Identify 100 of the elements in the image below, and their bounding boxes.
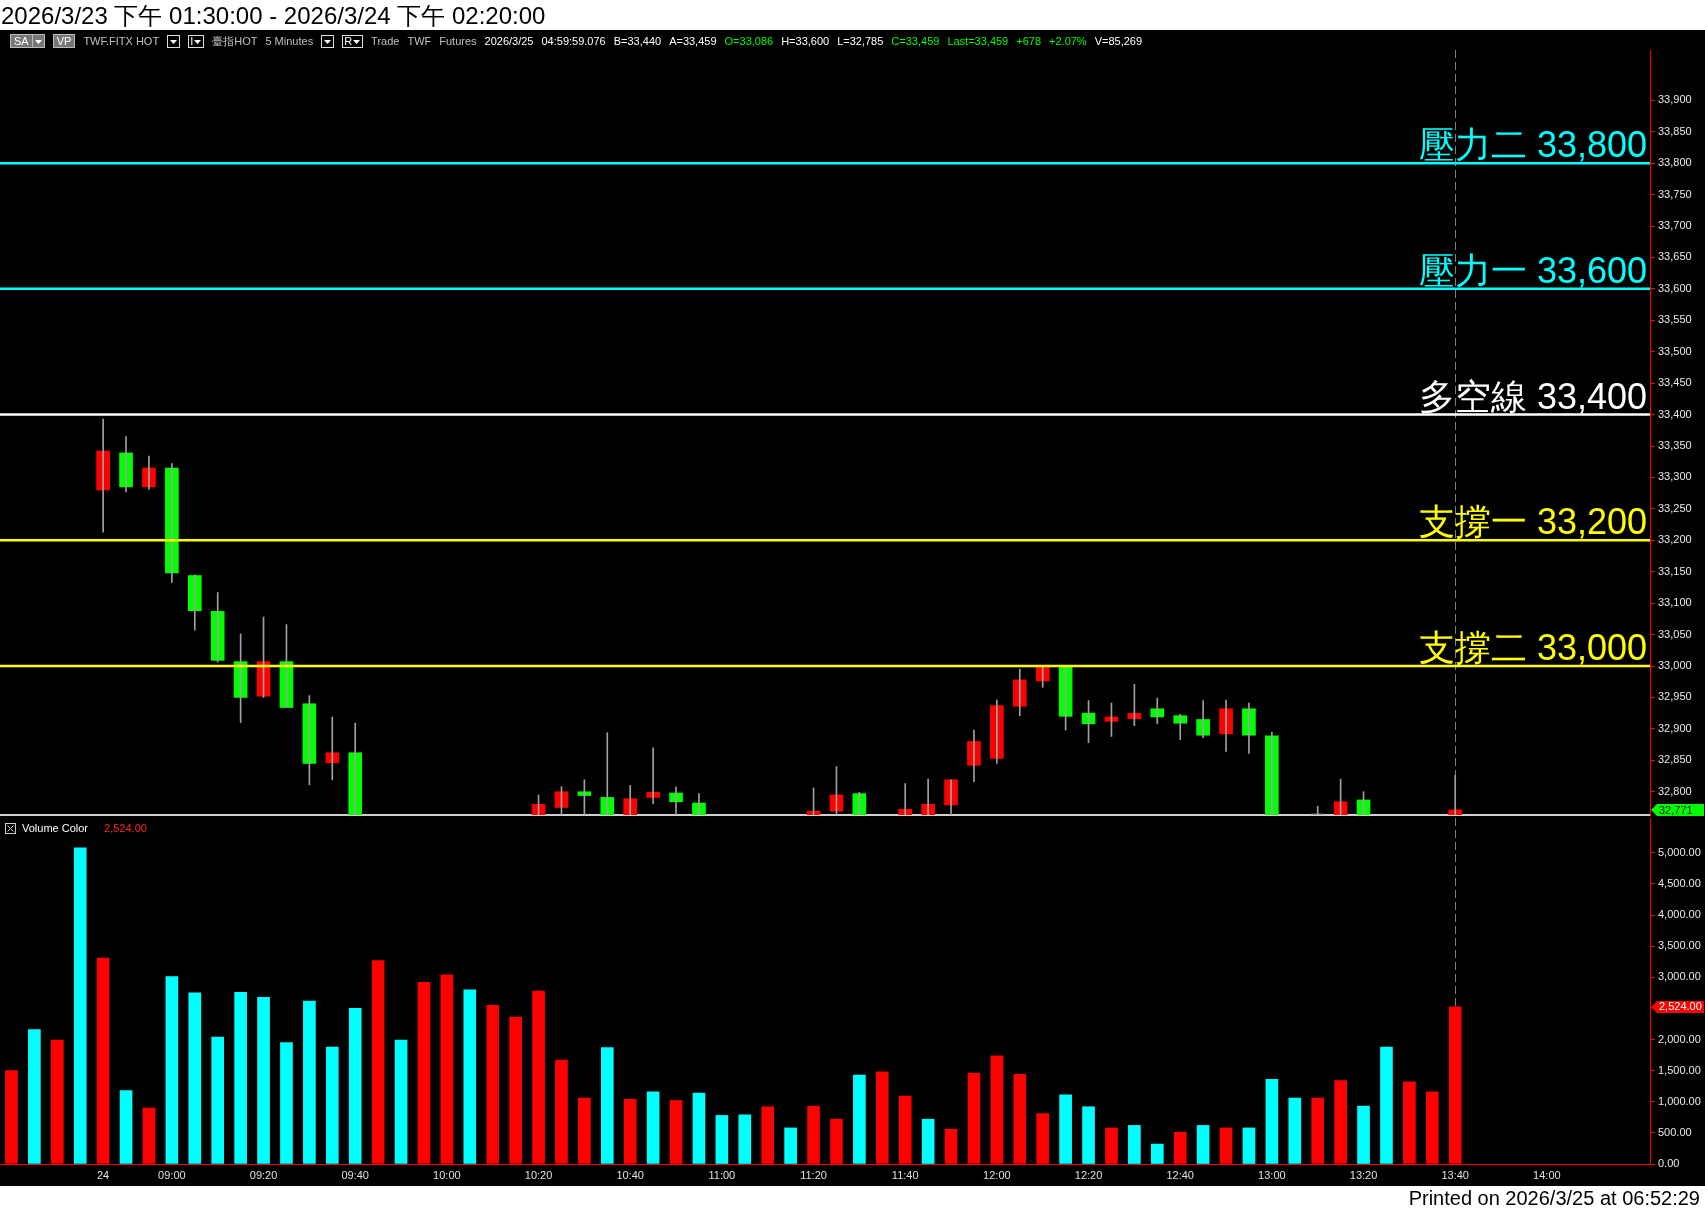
text: VP: [56, 34, 72, 48]
y-tick-label: 33,400: [1658, 407, 1692, 420]
text: O=33,086: [724, 34, 774, 48]
y-tick-label: 3,000.00: [1658, 970, 1701, 983]
text: 2,524.00: [1659, 1000, 1702, 1013]
ref-line-label: 壓力二 33,800: [1418, 124, 1647, 166]
bar: [692, 1092, 706, 1164]
bar: [1059, 1094, 1072, 1164]
bar: [463, 989, 477, 1164]
y-tick-label: 33,800: [1658, 156, 1692, 169]
ref-line-label: 多空線 33,400: [1418, 375, 1647, 417]
y-tick-label: 33,150: [1658, 564, 1692, 577]
bar: [394, 1039, 408, 1164]
text: +2.07%: [1049, 34, 1087, 48]
y-tick-label: 33,550: [1658, 313, 1692, 326]
y-tick-label: 32,900: [1658, 721, 1692, 734]
bar: [646, 1091, 660, 1164]
y-tick-label: 1,000.00: [1658, 1094, 1701, 1107]
x-tick-label: 11:00: [708, 1168, 736, 1181]
x-tick-label: 13:40: [1441, 1168, 1469, 1181]
text: A=33,459: [669, 34, 717, 48]
bar: [853, 1074, 866, 1164]
text: V=85,269: [1094, 34, 1143, 48]
bar: [784, 1127, 797, 1164]
y-tick-label: 33,450: [1658, 376, 1692, 389]
bar: [188, 992, 202, 1164]
bar: [280, 1042, 293, 1164]
x-tick-label: 09:00: [158, 1168, 186, 1181]
text: Futures: [439, 34, 477, 48]
bar: [73, 847, 87, 1164]
text: H=33,600: [781, 34, 830, 48]
bar: [303, 1000, 316, 1164]
x-tick-label: 13:20: [1349, 1168, 1378, 1181]
y-tick-label: 32,950: [1658, 690, 1692, 703]
y-tick-label: 33,350: [1658, 439, 1692, 452]
bar: [600, 1047, 614, 1164]
text: SA: [14, 34, 29, 48]
y-tick-label: 1,500.00: [1658, 1063, 1701, 1076]
candlestick: [325, 716, 340, 781]
x-tick-label: 10:40: [616, 1168, 644, 1181]
bar: [1357, 1105, 1370, 1164]
y-tick-label: 32,800: [1658, 784, 1692, 797]
x-tick-label: 12:40: [1166, 1168, 1194, 1181]
text: Printed on 2026/3/25 at 06:52:29: [1408, 1187, 1700, 1210]
bar: [1288, 1097, 1302, 1164]
y-tick-label: 4,500.00: [1658, 877, 1701, 889]
text: 臺指HOT: [212, 34, 258, 48]
ref-line-label: 壓力一 33,600: [1418, 249, 1647, 291]
x-tick-label: 11:40: [891, 1168, 919, 1181]
y-tick-label: 33,650: [1658, 250, 1692, 263]
y-tick-label: 33,700: [1658, 219, 1692, 232]
y-tick-label: 33,750: [1658, 187, 1692, 200]
text: 5 Minutes: [265, 34, 314, 48]
bar: [234, 991, 247, 1164]
x-tick-label: 24: [97, 1168, 110, 1181]
text: Trade: [371, 34, 400, 48]
x-tick-label: 10:20: [524, 1168, 553, 1181]
annotation: 2,524.00: [104, 822, 147, 835]
y-tick-label: 33,000: [1658, 659, 1692, 672]
y-tick-label: 33,100: [1658, 596, 1692, 609]
chart-title: 2026/3/23 下午 01:30:00 - 2026/3/24 下午 02:20:00: [1, 2, 546, 29]
x-tick-label: 12:00: [983, 1168, 1011, 1181]
text: B=33,440: [613, 34, 662, 48]
bar: [28, 1029, 41, 1164]
text: 2026/3/25: [484, 34, 534, 48]
ref-line-label: 支撐二 33,000: [1418, 627, 1647, 669]
text: R: [344, 34, 353, 48]
y-tick-label: 0.00: [1658, 1157, 1680, 1170]
bar: [165, 976, 179, 1164]
y-tick-label: 33,900: [1658, 93, 1692, 106]
x-tick-label: 10:00: [433, 1168, 461, 1181]
y-tick-label: 33,050: [1658, 627, 1692, 640]
bar: [1265, 1079, 1279, 1164]
y-tick-label: 5,000.00: [1658, 845, 1701, 858]
bar: [211, 1036, 225, 1164]
bar: [1128, 1125, 1141, 1164]
x-tick-label: 11:20: [800, 1168, 827, 1181]
x-tick-label: 12:20: [1074, 1168, 1103, 1181]
y-tick-label: 2,000.00: [1658, 1032, 1701, 1045]
bar: [715, 1115, 729, 1164]
x-tick-label: 09:20: [249, 1168, 278, 1181]
candlestick: [967, 729, 981, 783]
chart-title: Volume Color: [22, 822, 89, 835]
bar: [1242, 1127, 1256, 1164]
y-tick-label: 33,500: [1658, 344, 1692, 357]
text: +678: [1016, 34, 1042, 48]
text: TWF.FITX HOT: [83, 34, 160, 48]
bar: [119, 1090, 133, 1164]
bar: [921, 1118, 935, 1164]
y-tick-label: 33,850: [1658, 124, 1692, 137]
y-tick-label: 3,500.00: [1658, 939, 1701, 952]
bar: [1150, 1143, 1164, 1164]
text: TWF: [407, 34, 432, 48]
text: Last=33,459: [947, 34, 1009, 48]
candlestick: [646, 747, 660, 805]
text: C=33,459: [891, 34, 940, 48]
bar: [348, 1008, 362, 1164]
bar: [738, 1114, 752, 1164]
bar: [1082, 1106, 1095, 1164]
bar: [1196, 1125, 1210, 1164]
